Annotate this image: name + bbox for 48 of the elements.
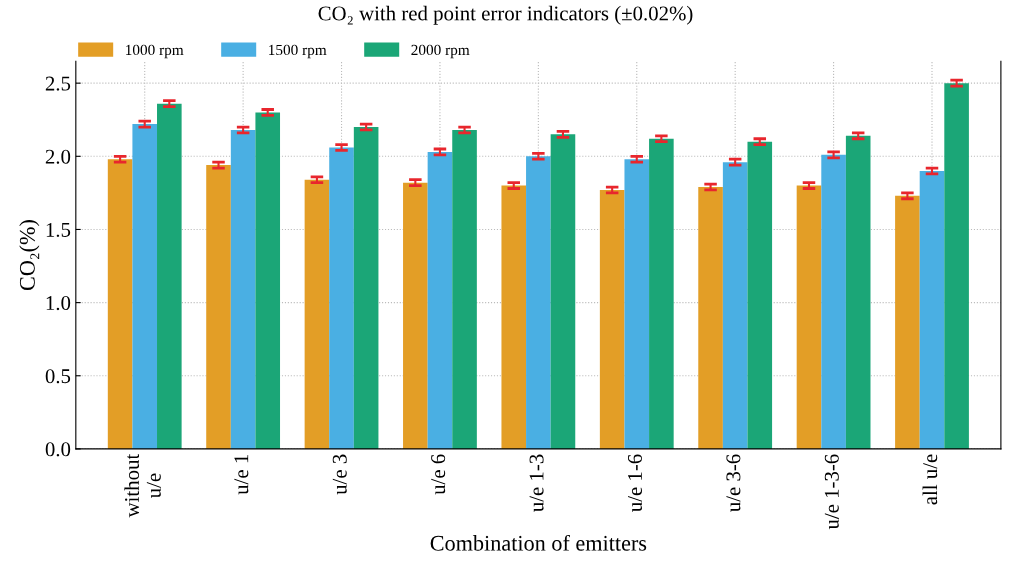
legend-label: 1000 rpm: [126, 44, 184, 59]
bar: [427, 151, 453, 449]
bar: [722, 162, 748, 449]
x-tick-label: u/e 6: [431, 454, 446, 495]
bar: [796, 185, 822, 449]
bar: [329, 147, 354, 449]
x-tick-label: without u/e: [124, 453, 161, 518]
bar: [403, 182, 428, 449]
bar: [895, 195, 920, 449]
bar: [747, 141, 773, 449]
x-tick-label: u/e 3: [332, 454, 347, 495]
bar: [132, 124, 158, 449]
bar: [304, 179, 330, 449]
bar: [919, 170, 945, 449]
y-tick-label: 2.0: [45, 149, 71, 164]
bar: [157, 103, 182, 449]
y-tick-label: 0.0: [45, 442, 71, 457]
bar: [107, 159, 133, 449]
bar: [255, 112, 281, 449]
bar: [550, 134, 576, 449]
y-axis-title: CO₂(%): [19, 220, 40, 291]
bar: [353, 127, 379, 449]
x-tick-label: u/e 1-3: [529, 454, 544, 512]
bar: [599, 189, 625, 449]
bar: [624, 159, 650, 449]
y-tick-label: 2.5: [45, 76, 71, 91]
bar: [821, 154, 846, 449]
bar: [944, 83, 969, 449]
bar: [230, 129, 256, 449]
bar: [649, 138, 674, 449]
legend-label: 1500 rpm: [269, 44, 327, 59]
x-tick-label: u/e 1-3-6: [824, 454, 839, 530]
x-tick-label: u/e 1: [234, 455, 249, 495]
y-tick-label: 1.0: [46, 295, 71, 311]
bar: [526, 156, 551, 449]
x-tick-label: u/e 3-6: [726, 454, 741, 512]
bar: [698, 187, 723, 449]
bar: [206, 165, 231, 449]
y-tick-label: 0.5: [45, 369, 71, 384]
bar: [501, 185, 527, 449]
x-tick-label: all u/e: [922, 454, 938, 505]
x-axis-title: Combination of emitters: [430, 534, 647, 551]
legend-label: 2000 rpm: [411, 44, 470, 59]
chart-title: CO₂ with red point error indicators (±0.02%): [318, 5, 693, 25]
y-tick-label: 1.5: [46, 222, 71, 237]
x-tick-label: u/e 1-6: [627, 454, 642, 512]
bar: [452, 129, 477, 449]
bar: [845, 135, 871, 449]
